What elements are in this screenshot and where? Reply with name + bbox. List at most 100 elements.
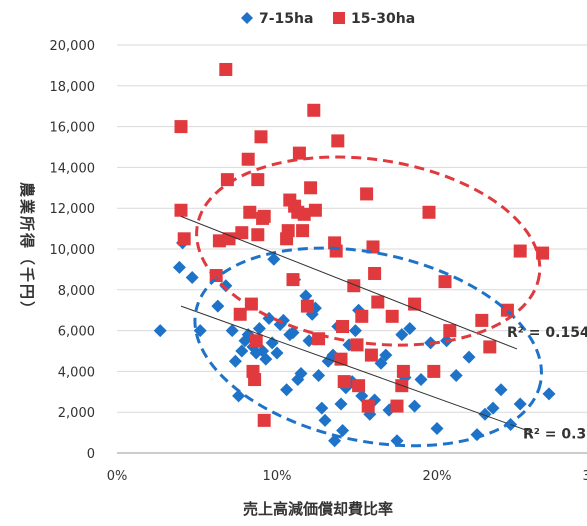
data-point <box>259 352 273 366</box>
x-tick-label: 10% <box>263 469 292 484</box>
data-point <box>292 146 306 160</box>
data-point <box>390 399 404 413</box>
data-point <box>219 279 233 293</box>
data-point <box>257 209 271 223</box>
y-tick-label: 12,000 <box>50 202 96 217</box>
y-tick-label: 20,000 <box>50 39 96 54</box>
data-point <box>225 324 239 338</box>
data-point <box>347 279 361 293</box>
y-axis-ticks: 0 2,000 4,000 6,000 8,000 10,000 12,000 14,000 1… <box>50 39 96 462</box>
data-point <box>364 348 378 362</box>
legend-marker <box>241 12 253 24</box>
data-point <box>257 413 271 427</box>
data-point <box>414 373 428 387</box>
data-point <box>307 103 321 117</box>
data-point <box>270 346 284 360</box>
cluster-ellipse <box>193 246 543 448</box>
r-squared-label: R² = 0.378 <box>523 427 587 443</box>
data-point <box>172 260 186 274</box>
data-point <box>251 228 265 242</box>
y-axis-label: 農業所得（千円） <box>18 182 36 318</box>
data-point <box>222 232 236 246</box>
data-point <box>280 383 294 397</box>
data-point <box>241 152 255 166</box>
x-tick-label: 0% <box>107 469 128 484</box>
data-points <box>153 62 556 448</box>
data-point <box>408 399 422 413</box>
data-point <box>513 244 527 258</box>
data-point <box>209 269 223 283</box>
trend-and-ellipses: R² = 0.378 R² = 0.1544 <box>180 155 587 448</box>
data-point <box>336 320 350 334</box>
data-point <box>299 289 313 303</box>
data-point <box>449 368 463 382</box>
data-point <box>395 328 409 342</box>
data-point <box>318 413 332 427</box>
data-point <box>443 324 457 338</box>
data-point <box>396 364 410 378</box>
data-point <box>368 266 382 280</box>
data-point <box>361 399 375 413</box>
trendline <box>180 305 534 434</box>
data-point <box>329 244 343 258</box>
data-point <box>403 322 417 336</box>
data-point <box>438 275 452 289</box>
data-point <box>462 350 476 364</box>
data-point <box>366 240 380 254</box>
data-point <box>379 348 393 362</box>
data-point <box>315 401 329 415</box>
y-tick-label: 14,000 <box>50 161 96 176</box>
data-point <box>276 313 290 327</box>
data-point <box>235 344 249 358</box>
trendline <box>180 215 518 350</box>
data-point <box>232 389 246 403</box>
data-point <box>294 366 308 380</box>
data-point <box>233 307 247 321</box>
data-point <box>334 397 348 411</box>
y-tick-label: 4,000 <box>58 365 95 380</box>
data-point <box>228 354 242 368</box>
data-point <box>249 334 263 348</box>
data-point <box>483 340 497 354</box>
data-point <box>174 203 188 217</box>
y-tick-label: 6,000 <box>58 325 95 340</box>
data-point <box>153 324 167 338</box>
data-point <box>300 299 314 313</box>
data-point <box>235 226 249 240</box>
x-tick-label: 30% <box>583 469 587 484</box>
data-point <box>494 383 508 397</box>
data-point <box>542 387 556 401</box>
data-point <box>312 368 326 382</box>
y-tick-label: 18,000 <box>50 80 96 95</box>
data-point <box>331 134 345 148</box>
data-point <box>174 120 188 134</box>
data-point <box>248 373 262 387</box>
data-point <box>486 401 500 415</box>
data-point <box>308 203 322 217</box>
data-point <box>355 389 369 403</box>
data-point <box>513 397 527 411</box>
data-point <box>352 379 366 393</box>
data-point <box>296 224 310 238</box>
data-point <box>286 326 300 340</box>
data-point <box>297 207 311 221</box>
r-squared-label: R² = 0.1544 <box>507 325 587 341</box>
data-point <box>267 252 281 266</box>
x-axis-label: 売上高減価償却費比率 <box>243 500 393 518</box>
data-point <box>336 424 350 438</box>
data-point <box>177 232 191 246</box>
data-point <box>475 313 489 327</box>
data-point <box>251 173 265 187</box>
data-point <box>304 181 318 195</box>
data-point <box>430 422 444 436</box>
data-point <box>254 130 268 144</box>
data-point <box>219 62 233 76</box>
data-point <box>355 309 369 323</box>
legend: 7-15ha 15-30ha <box>241 11 415 27</box>
data-point <box>348 324 362 338</box>
data-point <box>536 246 550 260</box>
data-point <box>371 295 385 309</box>
series-large <box>174 62 550 427</box>
x-tick-label: 20% <box>423 469 452 484</box>
